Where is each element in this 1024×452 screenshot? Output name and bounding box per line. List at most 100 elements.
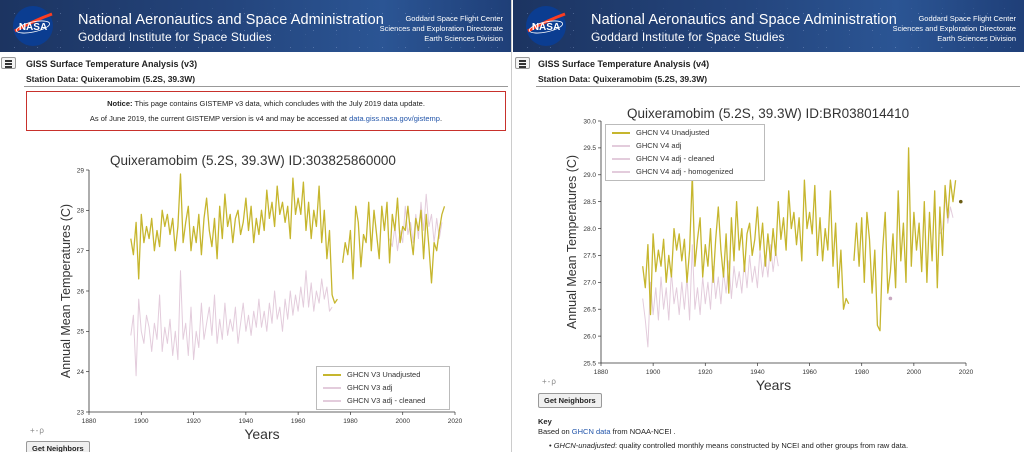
header-banner: NASA National Aeronautics and Space Admi… xyxy=(0,0,511,52)
series-line xyxy=(389,193,443,252)
legend-item-cleaned[interactable]: GHCN V4 adj - cleaned xyxy=(612,154,714,163)
series-line xyxy=(642,244,779,348)
zoom-controls-icon[interactable]: +-ρ xyxy=(30,426,45,435)
key-bullet: • GHCN-unadjusted: quality controlled mo… xyxy=(549,441,908,450)
legend-item-homogenized[interactable]: GHCN V4 adj - homogenized xyxy=(612,167,733,176)
agency-line-2: Goddard Institute for Space Studies xyxy=(78,30,272,44)
series-line xyxy=(341,197,446,284)
legend-label: GHCN V4 Unadjusted xyxy=(636,128,710,137)
notice-line-2: As of June 2019, the current GISTEMP ver… xyxy=(27,111,505,126)
division-line-3: Earth Sciences Division xyxy=(424,34,503,43)
menu-icon[interactable] xyxy=(515,57,530,69)
zoom-controls-icon[interactable]: +-ρ xyxy=(542,377,557,386)
gistemp-link[interactable]: data.giss.nasa.gov/gistemp xyxy=(349,114,440,123)
y-tick-label: 26.0 xyxy=(583,333,596,340)
chart-v3: 1880 1900 1920 1940 1960 1980 2000 2020 23 24 25 26… xyxy=(59,167,463,442)
x-tick-label: 1880 xyxy=(594,369,609,376)
key-text-pre: Based on xyxy=(538,427,570,436)
division-line-1: Goddard Space Flight Center xyxy=(405,14,503,23)
x-tick-label: 1920 xyxy=(698,369,713,376)
title-divider xyxy=(24,86,508,87)
x-tick-label: 1940 xyxy=(239,418,254,425)
key-bullet-text: : quality controlled monthly means const… xyxy=(615,441,909,450)
notice-text-2: As of June 2019, the current GISTEMP ver… xyxy=(89,114,347,123)
y-tick-label: 27.5 xyxy=(583,253,596,260)
y-tick-label: 29 xyxy=(77,167,85,174)
nasa-logo-icon[interactable]: NASA xyxy=(525,5,567,47)
division-text: Goddard Space Flight Center Sciences and… xyxy=(380,14,503,44)
page-title: GISS Surface Temperature Analysis (v4) xyxy=(538,59,710,69)
series-point xyxy=(958,199,963,204)
x-tick-label: 1900 xyxy=(646,369,661,376)
y-tick-label: 28 xyxy=(77,208,85,215)
series-line xyxy=(331,294,338,304)
key-bullet-term: GHCN-unadjusted xyxy=(553,441,615,450)
y-tick-label: 27 xyxy=(77,248,85,255)
panel-v3: NASA National Aeronautics and Space Admi… xyxy=(0,0,512,452)
division-text: Goddard Space Flight Center Sciences and… xyxy=(893,14,1016,44)
legend-label: GHCN V4 adj xyxy=(636,141,682,150)
x-tick-label: 1940 xyxy=(750,369,765,376)
y-tick-label: 28.5 xyxy=(583,199,596,206)
series-line xyxy=(853,147,957,332)
series-line xyxy=(130,270,333,377)
station-title: Station Data: Quixeramobim (5.2S, 39.3W) xyxy=(538,74,708,84)
bullet-icon: • xyxy=(549,441,554,450)
y-tick-label: 27.0 xyxy=(583,280,596,287)
chart-title: Quixeramobim (5.2S, 39.3W) ID:3038258600… xyxy=(110,153,396,168)
y-tick-label: 26 xyxy=(77,288,85,295)
chart-legend: GHCN V4 Unadjusted GHCN V4 adj GHCN V4 a… xyxy=(605,124,765,181)
legend-item-unadjusted[interactable]: GHCN V4 Unadjusted xyxy=(612,128,709,137)
panel-v4: NASA National Aeronautics and Space Admi… xyxy=(513,0,1024,452)
agency-name: National Aeronautics and Space Administr… xyxy=(78,12,384,46)
y-tick-label: 29.5 xyxy=(583,145,596,152)
x-tick-label: 1900 xyxy=(134,418,149,425)
y-tick-label: 23 xyxy=(77,409,85,416)
notice-line-1: Notice: This page contains GISTEMP v3 da… xyxy=(27,96,505,111)
legend-item-cleaned[interactable]: GHCN V3 adj - cleaned xyxy=(323,396,425,405)
division-line-3: Earth Sciences Division xyxy=(937,34,1016,43)
legend-item-adj[interactable]: GHCN V3 adj xyxy=(323,383,392,392)
series-line xyxy=(130,173,333,296)
y-tick-label: 25 xyxy=(77,329,85,336)
chart-v4: 1880 1900 1920 1940 1960 1980 2000 2020 25.5 26.0… xyxy=(565,118,974,393)
title-divider xyxy=(536,86,1020,87)
series-line xyxy=(939,195,954,235)
legend-label: GHCN V4 adj - cleaned xyxy=(636,154,715,163)
legend-item-unadjusted[interactable]: GHCN V3 Unadjusted xyxy=(323,370,420,379)
key-source: Based on GHCN data from NOAA-NCEI . xyxy=(538,427,676,436)
ghcn-data-link[interactable]: GHCN data xyxy=(571,427,611,436)
menu-icon[interactable] xyxy=(1,57,16,69)
notice-box: Notice: This page contains GISTEMP v3 da… xyxy=(26,91,506,131)
notice-text-2-end: . xyxy=(439,114,443,123)
x-tick-label: 1880 xyxy=(82,418,97,425)
svg-text:NASA: NASA xyxy=(19,22,47,33)
x-tick-label: 1920 xyxy=(186,418,201,425)
get-neighbors-button[interactable]: Get Neighbors xyxy=(538,393,602,408)
svg-text:NASA: NASA xyxy=(532,22,560,33)
notice-label: Notice: xyxy=(107,99,133,108)
x-tick-label: 1960 xyxy=(802,369,817,376)
header-banner: NASA National Aeronautics and Space Admi… xyxy=(513,0,1024,52)
y-tick-label: 25.5 xyxy=(583,360,596,367)
agency-name: National Aeronautics and Space Administr… xyxy=(591,12,897,46)
x-tick-label: 2020 xyxy=(448,418,463,425)
legend-label: GHCN V3 Unadjusted xyxy=(347,370,421,379)
x-axis-label: Years xyxy=(244,426,279,442)
chart-legend: GHCN V3 Unadjusted GHCN V3 adj GHCN V3 a… xyxy=(316,366,450,410)
legend-item-adj[interactable]: GHCN V4 adj xyxy=(612,141,681,150)
y-axis-label: Annual Mean Temperatures (C) xyxy=(565,155,579,329)
get-neighbors-button[interactable]: Get Neighbors xyxy=(26,441,90,452)
division-line-1: Goddard Space Flight Center xyxy=(918,14,1016,23)
y-tick-label: 28.0 xyxy=(583,226,596,233)
series-point xyxy=(888,296,893,301)
page-title: GISS Surface Temperature Analysis (v3) xyxy=(26,59,198,69)
x-tick-label: 1980 xyxy=(343,418,358,425)
station-title: Station Data: Quixeramobim (5.2S, 39.3W) xyxy=(26,74,196,84)
agency-line-2: Goddard Institute for Space Studies xyxy=(591,30,785,44)
nasa-logo-icon[interactable]: NASA xyxy=(12,5,54,47)
division-line-2: Sciences and Exploration Directorate xyxy=(379,24,503,33)
legend-label: GHCN V3 adj - cleaned xyxy=(347,396,426,405)
y-axis-label: Annual Mean Temperatures (C) xyxy=(59,204,73,378)
legend-label: GHCN V4 adj - homogenized xyxy=(636,167,734,176)
